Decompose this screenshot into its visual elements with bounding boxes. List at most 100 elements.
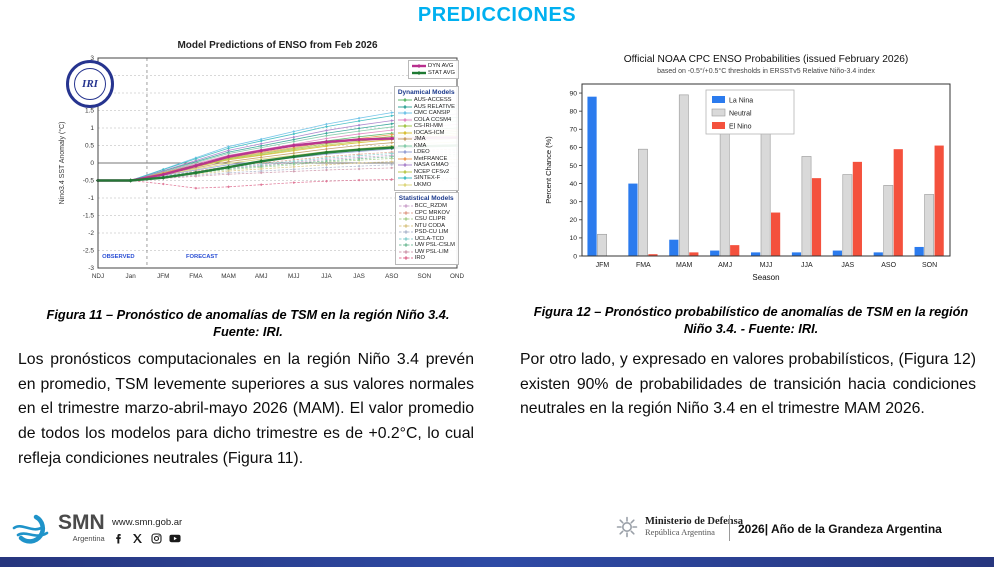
bar-ASO-1	[883, 185, 894, 257]
svg-text:-1.5: -1.5	[83, 213, 95, 220]
svg-text:Jan: Jan	[126, 273, 137, 280]
bar-SON-0	[914, 246, 924, 256]
page-title: PREDICCIONES	[417, 4, 577, 26]
svg-text:70: 70	[569, 127, 577, 134]
bar-MJJ-1	[760, 121, 771, 257]
legend-entry: BCC_RZDM	[398, 203, 455, 210]
svg-text:AMJ: AMJ	[255, 273, 268, 280]
bar-JJA-1	[801, 156, 812, 257]
smn-name: SMN	[58, 511, 105, 534]
svg-text:1.5: 1.5	[85, 108, 94, 115]
legend-entry: STAT AVG	[412, 70, 455, 77]
footer-slogan: 2026| Año de la Grandeza Argentina	[738, 522, 942, 536]
legend-entry: CPC MRKOV	[398, 210, 455, 217]
figure-12: Official NOAA CPC ENSO Probabilities (is…	[538, 50, 962, 292]
svg-text:60: 60	[569, 145, 577, 152]
legend-entry: KMA	[397, 143, 455, 150]
svg-text:JAS: JAS	[841, 262, 854, 269]
legend-entry: AUS-ACCESS	[397, 97, 455, 104]
legend-entry: IOCAS-ICM	[397, 130, 455, 137]
iri-logo-text: IRI	[74, 68, 106, 100]
svg-text:0: 0	[90, 160, 94, 167]
bar-JAS-0	[832, 250, 842, 256]
legend-entry: CMC CANSIP	[397, 110, 455, 117]
svg-text:Nino3.4 SST Anomaly (°C): Nino3.4 SST Anomaly (°C)	[58, 122, 66, 205]
page-footer: SMN Argentina www.smn.gob.ar	[0, 511, 994, 557]
instagram-icon[interactable]	[150, 532, 162, 544]
legend-entry: SINTEX-F	[397, 175, 455, 182]
legend-entry: NCEP CFSv2	[397, 169, 455, 176]
legend-entry: IRO	[398, 255, 455, 262]
plume-average-legend: DYN AVG STAT AVG	[408, 60, 459, 79]
plume-dynamical-legend: Dynamical Models AUS-ACCESS AUS RELATIVE CM…	[393, 86, 459, 191]
bar-ASO-0	[873, 252, 883, 256]
svg-text:OND: OND	[450, 273, 464, 280]
bar-MAM-2	[689, 252, 699, 256]
bar-chart-legend: La Nina Neutral El Nino	[705, 89, 795, 135]
right-paragraph: Por otro lado, y expresado en valores pr…	[520, 351, 976, 418]
legend-entry: UCLA-TCD	[398, 236, 455, 243]
ministry-line2: República Argentina	[645, 527, 715, 538]
svg-text:Season: Season	[752, 273, 779, 282]
svg-text:NDJ: NDJ	[92, 273, 104, 280]
smn-url-link[interactable]: www.smn.gob.ar	[112, 517, 183, 528]
iri-logo: IRI	[66, 60, 114, 108]
bar-AMJ-0	[710, 250, 720, 256]
svg-text:FMA: FMA	[636, 262, 651, 269]
bar-FMA-2	[648, 254, 658, 256]
facebook-icon[interactable]	[112, 532, 124, 544]
enso-probability-chart: Official NOAA CPC ENSO Probabilities (is…	[544, 54, 951, 282]
bar-FMA-1	[638, 148, 648, 257]
svg-text:-0.5: -0.5	[83, 178, 95, 185]
svg-text:20: 20	[569, 217, 577, 224]
svg-text:0.5: 0.5	[85, 143, 94, 150]
legend-entry: COLA CCSM4	[397, 117, 455, 124]
plume-statistical-legend: Statistical Models BCC_RZDM CPC MRKOV CSU C…	[394, 192, 459, 265]
svg-text:JFM: JFM	[157, 273, 169, 280]
bar-JJA-0	[791, 252, 802, 256]
legend-entry: MetFRANCE	[397, 156, 455, 163]
bar-MAM-1	[678, 94, 689, 257]
ministry-block: Ministerio de Defensa República Argentin…	[616, 516, 743, 538]
legend-entry: NASA GMAO	[397, 162, 455, 169]
svg-text:1: 1	[90, 125, 94, 132]
bar-FMA-0	[628, 183, 638, 256]
legend-entry: UW PSL-LIM	[398, 249, 455, 256]
svg-text:FORECAST: FORECAST	[186, 254, 218, 260]
bar-MAM-0	[669, 239, 679, 256]
left-paragraph: Los pronósticos computacionales en la re…	[18, 351, 474, 467]
svg-text:JAS: JAS	[353, 273, 365, 280]
svg-text:Model Predictions of ENSO from: Model Predictions of ENSO from Feb 2026	[177, 40, 377, 51]
svg-text:AMJ: AMJ	[718, 262, 732, 269]
svg-text:10: 10	[569, 235, 577, 242]
bar-JJA-2	[811, 178, 822, 256]
legend-entry: AUS RELATIVE	[397, 104, 455, 111]
legend-entry: CS-IRI-MM	[397, 123, 455, 130]
svg-text:Percent Chance (%): Percent Chance (%)	[544, 136, 553, 204]
bar-chart-body: Official NOAA CPC ENSO Probabilities (is…	[544, 54, 951, 282]
bar-MJJ-0	[751, 252, 761, 256]
bar-SON-2	[934, 145, 944, 256]
svg-text:-2: -2	[88, 230, 94, 237]
svg-text:0: 0	[573, 253, 577, 260]
bottom-bar	[0, 557, 994, 567]
bar-ASO-2	[893, 149, 903, 256]
svg-text:La Nina: La Nina	[729, 98, 753, 105]
svg-text:MAM: MAM	[676, 262, 693, 269]
series-line	[98, 159, 458, 181]
smn-swirl-icon	[12, 514, 49, 544]
bar-SON-1	[924, 194, 935, 257]
svg-text:ASO: ASO	[385, 273, 398, 280]
svg-text:MJJ: MJJ	[760, 262, 773, 269]
x-icon[interactable]	[131, 532, 143, 544]
youtube-icon[interactable]	[169, 532, 181, 544]
svg-text:50: 50	[569, 163, 577, 170]
svg-text:80: 80	[569, 108, 577, 115]
svg-text:MAM: MAM	[221, 273, 236, 280]
svg-text:-3: -3	[88, 265, 94, 272]
svg-text:Official NOAA CPC ENSO Probabi: Official NOAA CPC ENSO Probabilities (is…	[624, 54, 909, 65]
svg-text:based on -0.5°/+0.5°C threshol: based on -0.5°/+0.5°C thresholds in ERSS…	[657, 67, 875, 75]
legend-entry: LDEO	[397, 149, 455, 156]
social-icons	[112, 532, 181, 544]
